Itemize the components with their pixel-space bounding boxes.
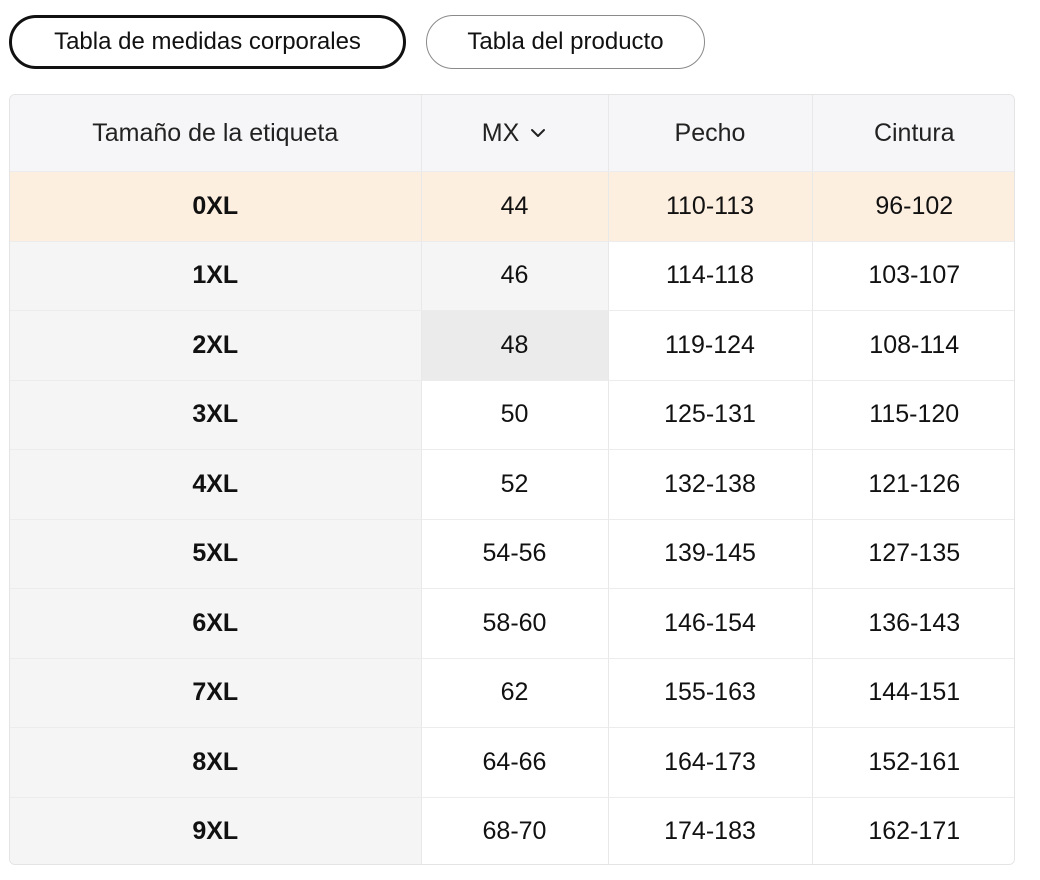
mx-cell: 52	[421, 449, 609, 520]
size-chart-tabs: Tabla de medidas corporales Tabla del pr…	[9, 15, 705, 69]
waist-cell: 121-126	[812, 449, 1014, 520]
chest-cell: 119-124	[608, 310, 813, 381]
size-cell: 0XL	[10, 171, 422, 242]
header-mx-selector[interactable]: MX	[421, 95, 609, 172]
chest-cell: 139-145	[608, 519, 813, 589]
size-cell: 3XL	[10, 380, 422, 450]
mx-cell: 62	[421, 658, 609, 728]
chevron-down-icon[interactable]	[529, 124, 547, 142]
table-row: 5XL 54-56 139-145 127-135	[10, 519, 1014, 589]
table-row: 2XL 48 119-124 108-114	[10, 310, 1014, 381]
mx-cell: 54-56	[421, 519, 609, 589]
size-cell: 8XL	[10, 727, 422, 798]
size-cell: 9XL	[10, 797, 422, 864]
mx-cell: 64-66	[421, 727, 609, 798]
waist-cell: 152-161	[812, 727, 1014, 798]
size-chart-table: Tamaño de la etiqueta MX Pecho Cintura 0…	[9, 94, 1015, 865]
mx-cell: 44	[421, 171, 609, 242]
table-row: 8XL 64-66 164-173 152-161	[10, 727, 1014, 798]
mx-cell: 58-60	[421, 588, 609, 659]
mx-cell: 50	[421, 380, 609, 450]
tab-product-measurements[interactable]: Tabla del producto	[426, 15, 705, 69]
chest-cell: 146-154	[608, 588, 813, 659]
chest-cell: 114-118	[608, 241, 813, 311]
table-header-row: Tamaño de la etiqueta MX Pecho Cintura	[10, 95, 1014, 172]
chest-cell: 164-173	[608, 727, 813, 798]
header-chest: Pecho	[608, 95, 813, 172]
mx-cell: 48	[421, 310, 609, 381]
mx-cell: 68-70	[421, 797, 609, 864]
size-cell: 4XL	[10, 449, 422, 520]
header-size-label: Tamaño de la etiqueta	[10, 95, 422, 172]
waist-cell: 108-114	[812, 310, 1014, 381]
size-cell: 2XL	[10, 310, 422, 381]
size-cell: 5XL	[10, 519, 422, 589]
table-row: 4XL 52 132-138 121-126	[10, 449, 1014, 520]
waist-cell: 136-143	[812, 588, 1014, 659]
table-row: 9XL 68-70 174-183 162-171	[10, 797, 1014, 864]
waist-cell: 127-135	[812, 519, 1014, 589]
mx-unit-label: MX	[481, 118, 520, 147]
waist-cell: 144-151	[812, 658, 1014, 728]
table-row: 7XL 62 155-163 144-151	[10, 658, 1014, 728]
table-row: 6XL 58-60 146-154 136-143	[10, 588, 1014, 659]
header-waist: Cintura	[812, 95, 1014, 172]
chest-cell: 125-131	[608, 380, 813, 450]
size-cell: 1XL	[10, 241, 422, 311]
chest-cell: 110-113	[608, 171, 813, 242]
waist-cell: 162-171	[812, 797, 1014, 864]
chest-cell: 132-138	[608, 449, 813, 520]
chest-cell: 155-163	[608, 658, 813, 728]
mx-cell: 46	[421, 241, 609, 311]
size-cell: 6XL	[10, 588, 422, 659]
table-row: 0XL 44 110-113 96-102	[10, 171, 1014, 242]
chest-cell: 174-183	[608, 797, 813, 864]
waist-cell: 115-120	[812, 380, 1014, 450]
waist-cell: 103-107	[812, 241, 1014, 311]
table-row: 1XL 46 114-118 103-107	[10, 241, 1014, 311]
table-row: 3XL 50 125-131 115-120	[10, 380, 1014, 450]
mx-unit-dropdown[interactable]: MX	[482, 119, 548, 148]
size-cell: 7XL	[10, 658, 422, 728]
waist-cell: 96-102	[812, 171, 1014, 242]
tab-body-measurements[interactable]: Tabla de medidas corporales	[9, 15, 406, 69]
